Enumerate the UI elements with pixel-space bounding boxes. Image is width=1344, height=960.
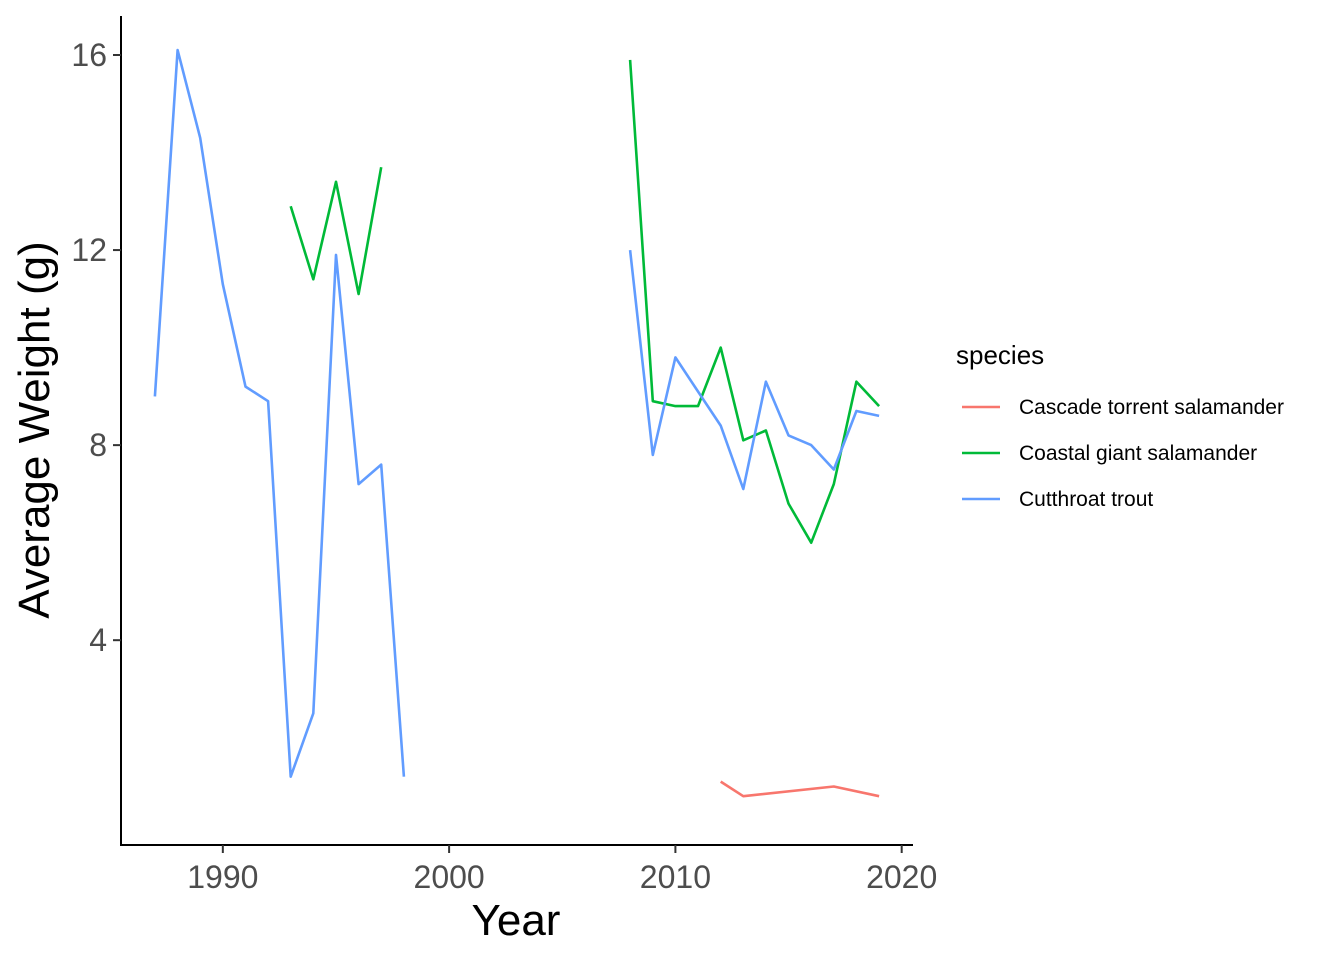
y-tick-label: 12 — [71, 232, 107, 268]
y-axis-title: Average Weight (g) — [10, 241, 59, 618]
plot-panel: 1990 2000 2010 2020 4 8 12 16 — [71, 16, 937, 895]
x-tick-label: 1990 — [187, 859, 258, 895]
legend-items: Cascade torrent salamander Coastal giant … — [962, 396, 1284, 511]
series-line-cascade-torrent-salamander — [719, 780, 880, 798]
legend-title: species — [956, 340, 1044, 370]
series-line-coastal-giant-salamander — [289, 59, 881, 544]
legend-label-cutthroat-trout: Cutthroat trout — [1019, 488, 1153, 511]
x-axis-ticks: 1990 2000 2010 2020 — [187, 845, 937, 895]
legend-label-coastal-giant-salamander: Coastal giant salamander — [1019, 442, 1257, 465]
legend-label-cascade-torrent-salamander: Cascade torrent salamander — [1019, 396, 1284, 419]
x-tick-label: 2020 — [866, 859, 937, 895]
y-axis-ticks: 4 8 12 16 — [71, 37, 121, 658]
x-tick-label: 2010 — [640, 859, 711, 895]
x-tick-label: 2000 — [414, 859, 485, 895]
series-line-cutthroat-trout — [153, 48, 880, 778]
legend: species Cascade torrent salamander Coasta… — [956, 340, 1284, 511]
y-tick-label: 16 — [71, 37, 107, 73]
y-tick-label: 4 — [89, 622, 107, 658]
x-axis-title: Year — [472, 896, 561, 945]
y-tick-label: 8 — [89, 427, 107, 463]
series-lines — [153, 48, 881, 798]
